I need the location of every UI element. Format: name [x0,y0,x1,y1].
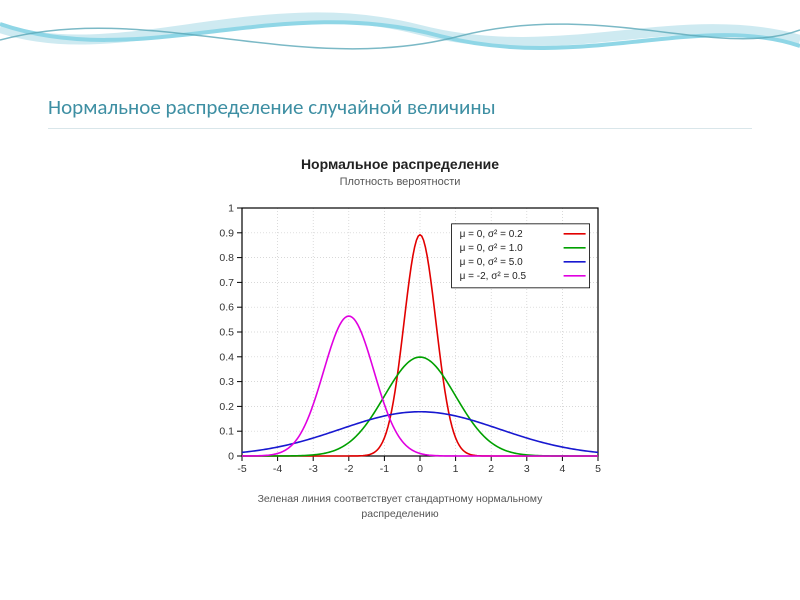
svg-text:0.8: 0.8 [219,252,234,264]
svg-text:2: 2 [488,463,494,475]
svg-text:1: 1 [228,203,234,215]
svg-text:5: 5 [595,463,601,475]
svg-text:0.9: 0.9 [219,227,234,239]
svg-text:-3: -3 [309,463,318,475]
caption-line-2: распределению [361,508,438,520]
svg-text:-1: -1 [380,463,389,475]
title-underline [48,128,752,129]
svg-text:1: 1 [453,463,459,475]
svg-text:0.3: 0.3 [219,376,234,388]
svg-text:0.1: 0.1 [219,426,234,438]
svg-text:-2: -2 [344,463,353,475]
svg-text:0.7: 0.7 [219,277,234,289]
chart-main-title: Нормальное распределение [150,156,650,172]
slide-title: Нормальное распределение случайной велич… [48,94,496,120]
slide: Нормальное распределение случайной велич… [0,0,800,600]
chart-container: Нормальное распределение Плотность вероя… [150,156,650,521]
svg-text:-4: -4 [273,463,282,475]
chart-caption: Зеленая линия соответствует стандартному… [150,492,650,521]
svg-text:4: 4 [559,463,565,475]
svg-text:0.2: 0.2 [219,401,234,413]
svg-text:0.5: 0.5 [219,327,234,339]
svg-text:μ = 0, σ² = 1.0: μ = 0, σ² = 1.0 [460,243,524,254]
svg-text:μ = 0, σ² = 0.2: μ = 0, σ² = 0.2 [460,229,524,240]
caption-line-1: Зеленая линия соответствует стандартному… [258,493,543,505]
svg-text:0.4: 0.4 [219,351,234,363]
svg-text:0: 0 [228,451,234,463]
svg-text:μ = 0, σ² = 5.0: μ = 0, σ² = 5.0 [460,257,524,268]
svg-text:0: 0 [417,463,423,475]
svg-text:μ = -2, σ² = 0.5: μ = -2, σ² = 0.5 [460,271,527,282]
chart-plot: -5 -4 -3 -2 -1 0 1 2 3 4 5 0 0.1 0.2 0.3 0.4 0.5 0.6 0.7 0.… [180,190,620,490]
svg-text:-5: -5 [237,463,246,475]
svg-text:0.6: 0.6 [219,302,234,314]
chart-sub-title: Плотность вероятности [150,176,650,188]
svg-text:3: 3 [524,463,530,475]
